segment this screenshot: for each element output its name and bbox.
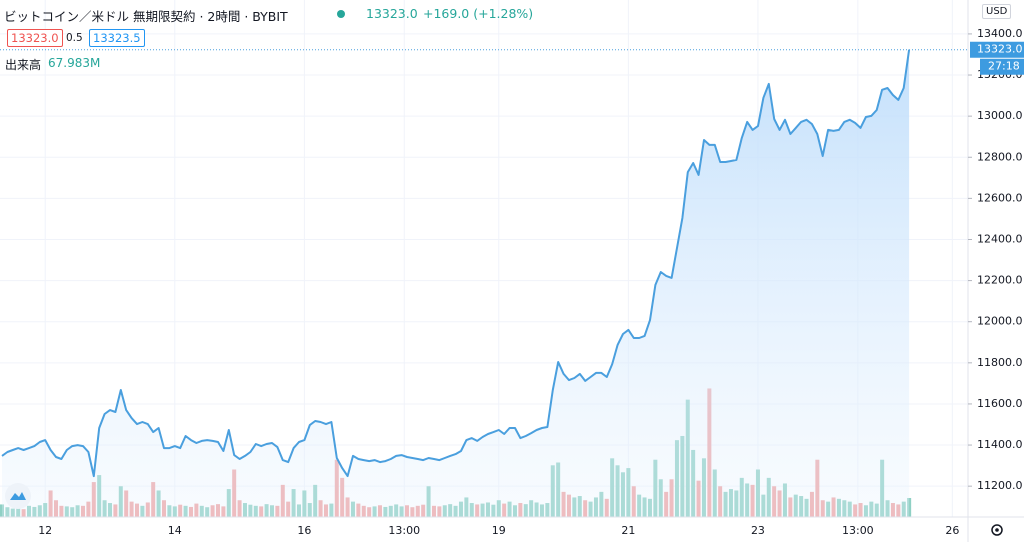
y-tick-label: 12200.0 [977,274,1023,287]
last-price-tag [970,41,1024,58]
price-line [1,49,911,478]
y-tick-label: 12600.0 [977,191,1023,204]
countdown-tag [980,58,1024,75]
y-tick-label: 11400.0 [977,438,1023,451]
y-tick-label: 12000.0 [977,315,1023,328]
spread: 0.5 [66,32,83,44]
x-tick-label: 13:00 [388,524,420,537]
x-tick-label: 13:00 [842,524,874,537]
y-tick-label: 12400.0 [977,232,1023,245]
price-change: +169.0 (+1.28%) [423,6,534,21]
y-tick-label: 13000.0 [977,109,1023,122]
logo [5,483,31,509]
volume-name: 出来高 [5,58,42,72]
x-tick-label: 12 [38,524,52,537]
currency-button[interactable]: USD [982,4,1012,19]
x-tick-label: 23 [751,524,765,537]
x-tick-label: 14 [168,524,182,537]
status-dot [337,10,345,18]
last-price-tag-label: 13323.0 [977,43,1023,56]
x-tick-label: 16 [297,524,311,537]
x-tick-label: 26 [945,524,959,537]
area-fill [1,49,910,517]
volume-bar [907,497,912,517]
settings-gear[interactable] [991,524,1003,536]
y-tick-label: 11600.0 [977,397,1023,410]
countdown-label: 27:18 [988,60,1020,73]
y-tick-label: 11200.0 [977,479,1023,492]
y-tick-label: 11800.0 [977,356,1023,369]
buy-button[interactable]: 13323.5 [89,29,145,47]
y-tick-label: 13400.0 [977,27,1023,40]
x-tick-label: 21 [621,524,635,537]
y-tick-label: 12800.0 [977,150,1023,163]
symbol-title: ビットコイン／米ドル 無期限契約 · 2時間 · BYBIT [4,9,288,24]
volume-value: 67.983M [48,56,101,70]
x-tick-label: 19 [492,524,506,537]
sell-button[interactable]: 13323.0 [7,29,63,47]
last-price: 13323.0 [366,6,418,21]
